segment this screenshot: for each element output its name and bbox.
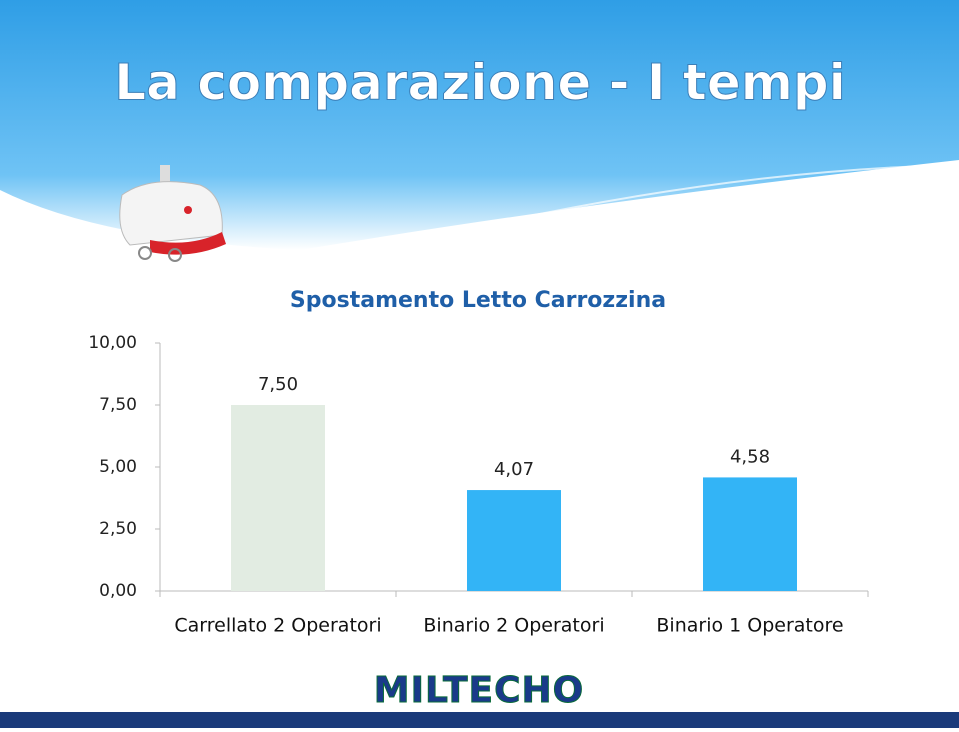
x-tick-label: Binario 1 Operatore (656, 615, 843, 637)
slide-title: La comparazione - I tempi (114, 54, 846, 112)
value-label: 4,07 (494, 459, 534, 480)
header-band (0, 0, 959, 250)
y-tick-label: 7,50 (99, 395, 137, 415)
x-tick-label: Binario 2 Operatori (423, 615, 604, 637)
logo: MILTECHO (374, 670, 585, 711)
chart-title: Spostamento Letto Carrozzina (290, 288, 666, 313)
y-tick-label: 10,00 (88, 333, 137, 353)
footer-strip (0, 712, 959, 728)
value-label: 4,58 (730, 446, 770, 467)
value-label: 7,50 (258, 374, 298, 395)
y-tick-label: 2,50 (99, 519, 137, 539)
y-tick-label: 5,00 (99, 457, 137, 477)
header-swoosh (379, 164, 959, 251)
bar (703, 477, 797, 591)
bar (231, 405, 325, 591)
y-tick-label: 0,00 (99, 581, 137, 601)
bar (467, 490, 561, 591)
device-image (119, 165, 226, 262)
x-tick-label: Carrellato 2 Operatori (174, 615, 381, 637)
